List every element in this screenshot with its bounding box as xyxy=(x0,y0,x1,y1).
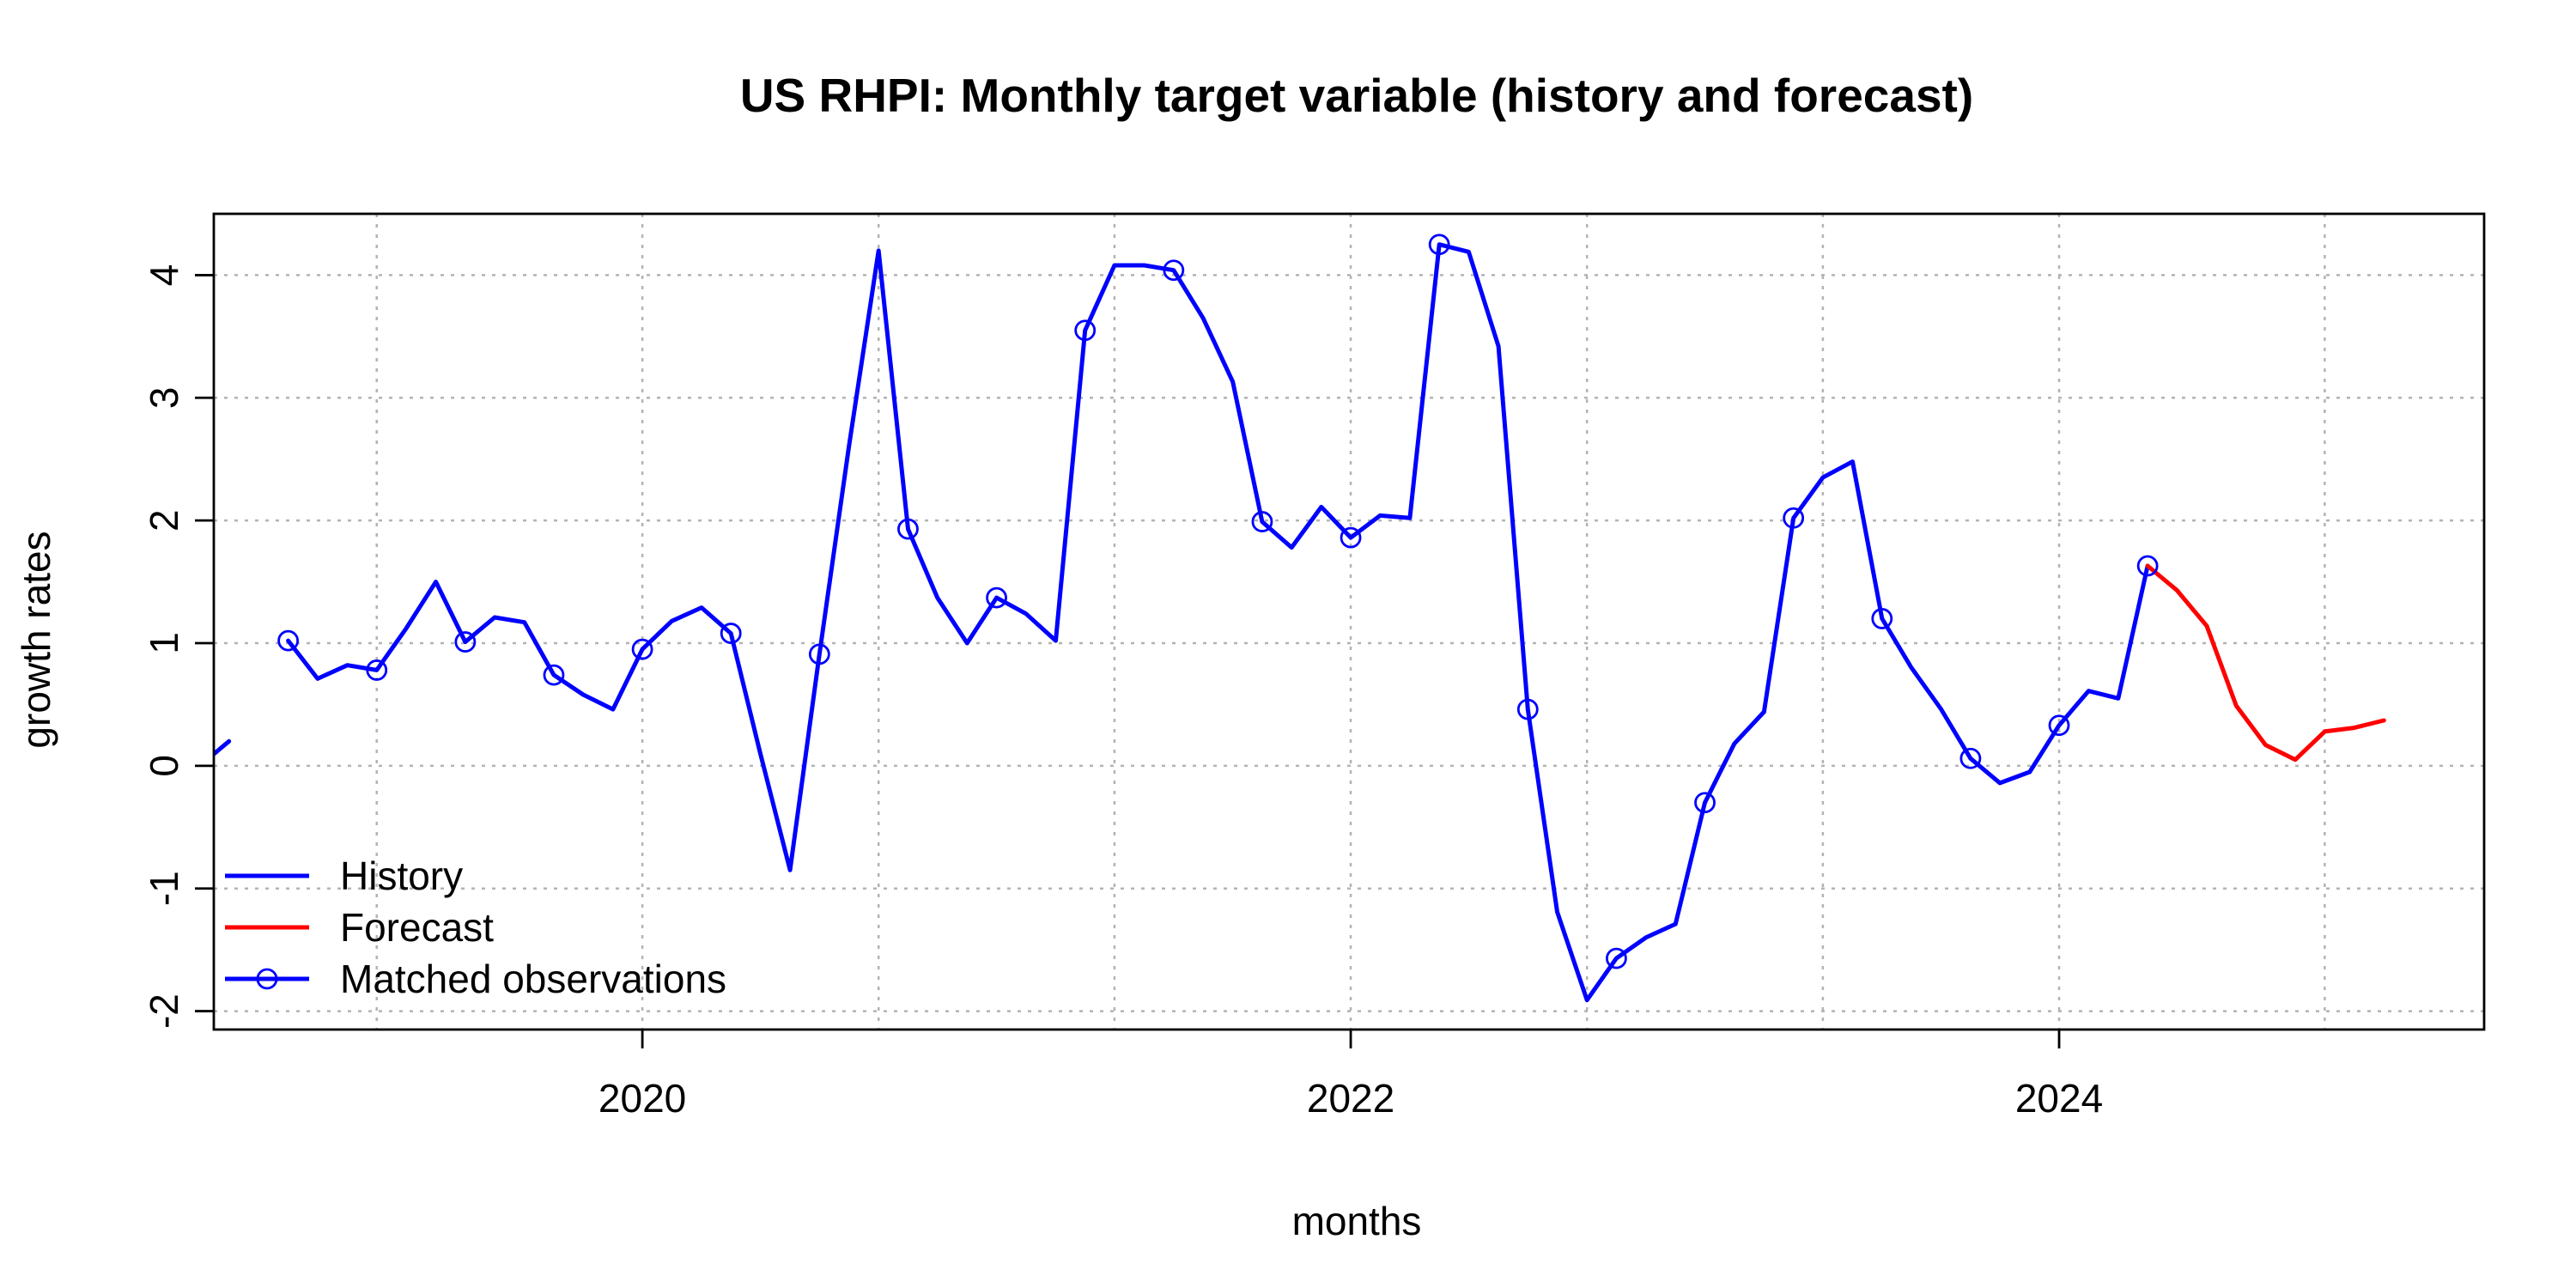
matched-observation-point xyxy=(631,638,653,660)
matched-observation-point xyxy=(277,629,300,652)
grid-lines xyxy=(214,214,2484,1030)
history-line xyxy=(214,242,2150,1003)
matched-observation-point xyxy=(1694,792,1716,814)
matched-observation-point xyxy=(1340,526,1362,549)
matched-observation-point xyxy=(808,643,830,665)
forecast-line xyxy=(2145,563,2386,762)
y-tick-label: -2 xyxy=(142,993,186,1029)
y-tick-label: 4 xyxy=(142,264,186,287)
matched-observation-point xyxy=(1516,698,1539,720)
matched-observation-point xyxy=(1251,511,1273,532)
x-tick-label: 2024 xyxy=(2015,1076,2103,1121)
matched-observation-point xyxy=(191,732,210,750)
plot-frame xyxy=(212,212,2486,1031)
y-axis-label: growth rates xyxy=(14,531,58,748)
y-tick-label: 2 xyxy=(142,509,186,532)
y-tick-label: 0 xyxy=(142,755,186,777)
x-tick-label: 2022 xyxy=(1307,1076,1394,1121)
matched-observation-point xyxy=(366,659,388,681)
matched-observation-point xyxy=(2136,555,2159,577)
legend: History Forecast Matched observations xyxy=(225,854,726,1001)
matched-observation-point xyxy=(543,664,565,686)
legend-history-label: History xyxy=(340,854,463,898)
legend-forecast-label: Forecast xyxy=(340,905,494,950)
x-axis: 2020 2022 2024 xyxy=(598,1030,2103,1121)
plot-area xyxy=(191,234,2386,1003)
matched-observation-point xyxy=(720,623,742,644)
chart-title: US RHPI: Monthly target variable (histor… xyxy=(740,69,1973,122)
matched-observation-point xyxy=(1959,747,1982,769)
matched-observation-point xyxy=(1428,234,1450,256)
x-tick-label: 2020 xyxy=(598,1076,686,1121)
y-tick-label: 1 xyxy=(142,632,186,654)
matched-observation-point xyxy=(1074,319,1097,342)
matched-observation-point xyxy=(1871,608,1893,629)
matched-observation-point xyxy=(1163,259,1185,282)
y-tick-label: -1 xyxy=(142,871,186,906)
matched-observation-point xyxy=(2048,714,2070,737)
matched-observation-point xyxy=(454,631,477,653)
matched-observation-point xyxy=(986,586,1007,609)
matched-observation-point xyxy=(1783,507,1805,529)
matched-observation-point xyxy=(897,518,919,540)
legend-matched-marker xyxy=(256,968,278,990)
y-tick-label: 3 xyxy=(142,386,186,409)
legend-matched-label: Matched observations xyxy=(340,957,726,1001)
y-axis: -2 -1 0 1 2 3 4 xyxy=(142,264,214,1029)
matched-observation-point xyxy=(1606,947,1627,969)
x-axis-label: months xyxy=(1292,1199,1422,1243)
